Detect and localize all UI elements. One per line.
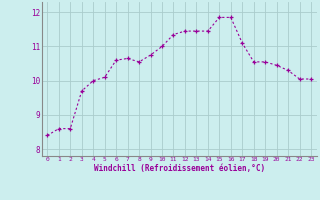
X-axis label: Windchill (Refroidissement éolien,°C): Windchill (Refroidissement éolien,°C) [94, 164, 265, 173]
